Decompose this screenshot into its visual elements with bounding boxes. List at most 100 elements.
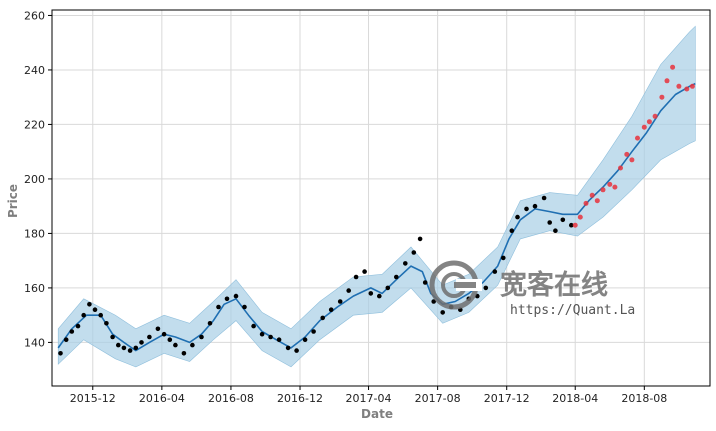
- historical-point: [251, 323, 256, 329]
- historical-point: [268, 334, 273, 340]
- historical-point: [216, 304, 221, 310]
- historical-point: [69, 329, 75, 334]
- historical-point: [431, 299, 437, 304]
- historical-point: [362, 269, 367, 274]
- historical-point: [161, 331, 167, 337]
- historical-point: [553, 228, 558, 233]
- data-points-group: [58, 64, 695, 356]
- future-point: [589, 192, 595, 198]
- historical-point: [276, 337, 282, 343]
- x-tick-label: 2016-04: [139, 392, 185, 405]
- x-tick-label: 2018-08: [621, 392, 667, 405]
- historical-point: [167, 337, 173, 343]
- historical-point: [181, 351, 187, 356]
- historical-point: [224, 296, 230, 302]
- historical-point: [403, 261, 408, 266]
- future-point: [572, 222, 578, 228]
- historical-point: [532, 203, 538, 209]
- future-point: [652, 113, 658, 119]
- y-tick-label: 180: [24, 227, 45, 240]
- historical-point: [501, 255, 506, 261]
- uncertainty-band-group: [57, 25, 696, 368]
- x-tick-label: 2016-08: [208, 392, 254, 405]
- future-point: [684, 86, 690, 92]
- historical-point: [547, 220, 552, 225]
- historical-point: [440, 310, 446, 315]
- historical-point: [515, 214, 520, 220]
- historical-point: [190, 342, 195, 348]
- watermark-logo-icon: [429, 260, 482, 310]
- future-point: [629, 157, 635, 163]
- future-point: [594, 198, 600, 204]
- historical-point: [233, 293, 239, 299]
- y-tick-label: 140: [24, 336, 45, 349]
- historical-point: [121, 345, 127, 351]
- x-tick-label: 2017-08: [415, 392, 461, 405]
- historical-point: [92, 307, 98, 313]
- historical-point: [139, 340, 144, 345]
- plot-frame: [51, 9, 711, 387]
- future-point: [624, 151, 630, 157]
- future-point: [600, 187, 606, 193]
- historical-point: [422, 280, 428, 285]
- historical-point: [294, 348, 299, 353]
- future-point: [612, 184, 618, 190]
- historical-point: [104, 321, 109, 326]
- future-point: [664, 78, 670, 84]
- future-point: [646, 119, 652, 125]
- historical-point: [377, 293, 382, 299]
- historical-point: [492, 269, 498, 274]
- historical-point: [337, 299, 343, 304]
- historical-point: [560, 217, 566, 223]
- x-tick-label: 2016-12: [277, 392, 323, 405]
- historical-point: [302, 337, 308, 343]
- historical-point: [81, 312, 86, 318]
- historical-point: [173, 342, 178, 348]
- x-tick-label: 2015-12: [70, 392, 116, 405]
- historical-point: [127, 348, 133, 353]
- historical-point: [346, 288, 352, 293]
- historical-point: [207, 321, 213, 326]
- historical-point: [541, 195, 547, 201]
- historical-point: [483, 285, 489, 291]
- watermark-url: https://Quant.La: [510, 303, 635, 318]
- historical-point: [199, 334, 204, 340]
- historical-point: [133, 345, 139, 351]
- historical-point: [524, 206, 529, 212]
- y-tick-label: 200: [24, 173, 45, 186]
- historical-point: [417, 236, 423, 242]
- historical-point: [116, 342, 121, 348]
- x-tick-label: 2018-04: [552, 392, 598, 405]
- y-tick-label: 160: [24, 282, 45, 295]
- future-point: [659, 94, 665, 100]
- historical-point: [285, 345, 291, 351]
- future-point: [635, 135, 640, 141]
- watermark-text: 宽客在线: [500, 269, 608, 301]
- historical-point: [155, 326, 161, 332]
- historical-point: [411, 250, 417, 255]
- x-axis-title: Date: [361, 407, 393, 421]
- future-point: [689, 83, 695, 89]
- future-point: [641, 124, 647, 130]
- historical-point: [368, 291, 374, 296]
- future-point: [670, 64, 676, 70]
- historical-point: [75, 323, 81, 329]
- historical-point: [110, 334, 115, 340]
- historical-point: [259, 331, 265, 337]
- future-point: [676, 83, 682, 89]
- y-tick-label: 260: [24, 9, 45, 22]
- y-tick-label: 220: [24, 118, 45, 131]
- y-axis: 140 160 180 200 220 240 260: [24, 9, 52, 349]
- historical-point: [58, 351, 63, 356]
- historical-point: [98, 312, 103, 318]
- historical-point: [320, 315, 326, 321]
- y-tick-label: 240: [24, 64, 45, 77]
- future-point: [607, 181, 613, 187]
- historical-point: [242, 304, 247, 310]
- historical-point: [385, 285, 391, 291]
- historical-point: [394, 274, 399, 280]
- x-tick-label: 2017-04: [346, 392, 392, 405]
- historical-point: [509, 228, 515, 233]
